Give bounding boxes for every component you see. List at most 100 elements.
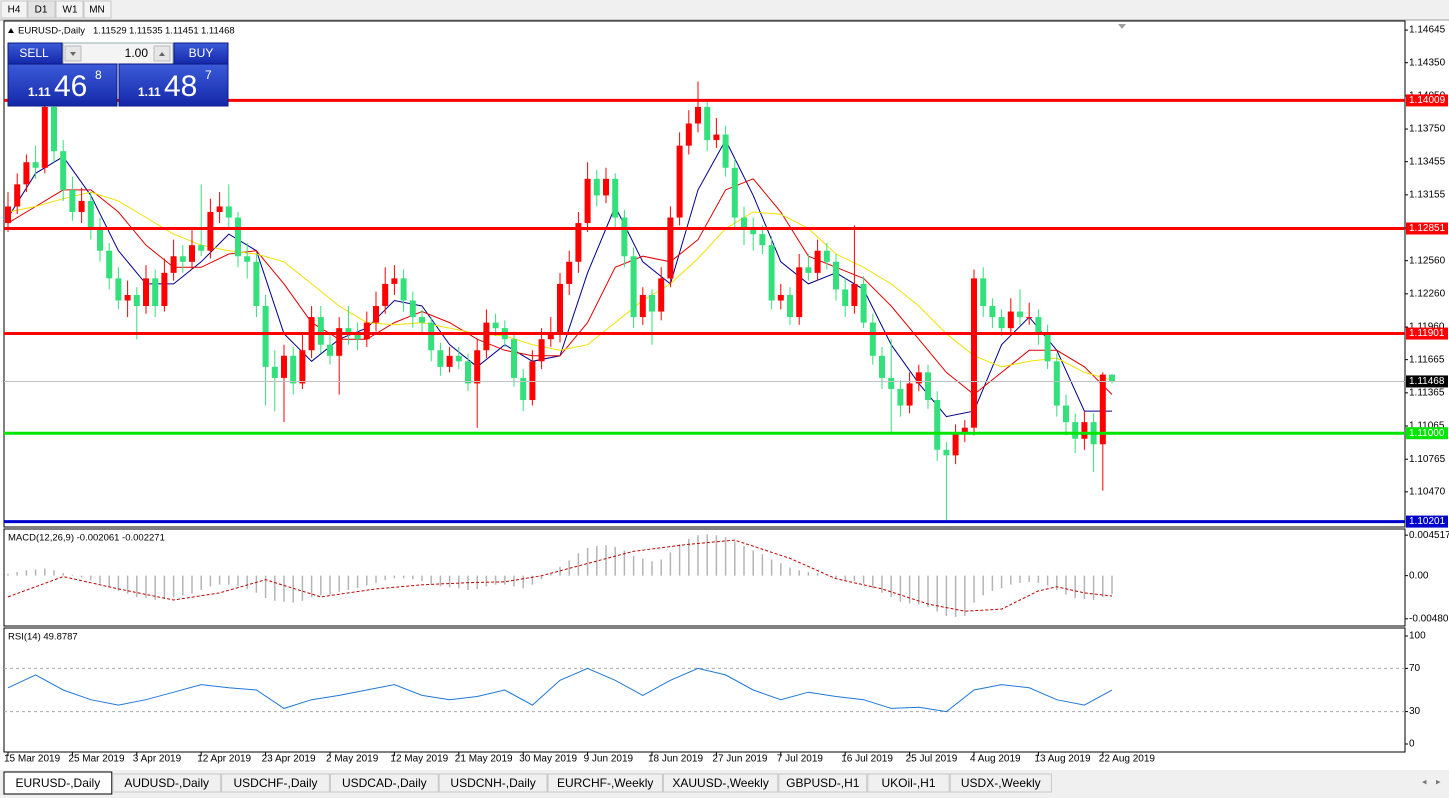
candle-body — [713, 134, 720, 141]
candle-body — [41, 106, 48, 168]
tab-label[interactable]: XAUUSD-,Weekly — [672, 776, 768, 790]
candle-body — [189, 245, 195, 262]
candle-body — [971, 278, 977, 428]
timeframe-buttons: H4 D1 W1 MN — [0, 0, 112, 19]
tab-label[interactable]: GBPUSD-,H1 — [786, 776, 860, 790]
y-tick-label: 0.004517 — [1409, 530, 1449, 541]
y-tick-label: 1.14645 — [1409, 25, 1446, 36]
level-label: 1.11901 — [1409, 328, 1445, 339]
candle-body — [685, 123, 692, 146]
candle-body — [1109, 374, 1115, 382]
lot-field[interactable] — [62, 42, 174, 65]
level-label: 1.14009 — [1409, 95, 1446, 106]
candle-body — [170, 256, 177, 273]
candle-body — [1035, 317, 1042, 334]
candle-body — [391, 278, 398, 284]
x-tick-label: 25 Mar 2019 — [68, 754, 125, 765]
candle-body — [952, 433, 959, 456]
shift-marker — [1118, 24, 1126, 29]
tf-label[interactable]: W1 — [63, 5, 78, 16]
sell-label[interactable]: SELL — [19, 46, 49, 60]
candle-body — [593, 178, 600, 196]
candle-body — [446, 355, 453, 367]
candle-body — [87, 200, 94, 229]
tf-label[interactable]: D1 — [35, 5, 48, 16]
candle-body — [603, 178, 609, 196]
tf-button[interactable] — [0, 0, 28, 19]
tab[interactable] — [329, 773, 439, 793]
tab-label[interactable]: USDX-,Weekly — [961, 776, 1041, 790]
tf-label[interactable]: MN — [89, 5, 105, 16]
tab-label[interactable]: UKOil-,H1 — [881, 776, 935, 790]
panel-title: RSI(14) 49.8787 — [8, 632, 78, 643]
y-tick-label: -0.004806 — [1409, 613, 1449, 624]
rsi-line — [7, 667, 1113, 713]
bid-box[interactable] — [7, 63, 118, 107]
y-tick-label: 1.12560 — [1409, 255, 1446, 266]
ask-prefix: 1.11 — [138, 85, 161, 99]
x-tick-label: 23 Apr 2019 — [262, 754, 316, 765]
candle-body — [649, 294, 655, 312]
candle-body — [704, 106, 711, 141]
candle-body — [741, 217, 747, 229]
candle-body — [520, 377, 527, 401]
candle-body — [235, 217, 241, 257]
tab[interactable] — [3, 771, 113, 795]
x-tick-label: 3 Apr 2019 — [133, 754, 182, 765]
tab[interactable] — [112, 773, 222, 793]
y-tick-label: 1.11960 — [1409, 322, 1445, 333]
candle-body — [998, 317, 1005, 329]
candle-body — [216, 206, 223, 213]
price-panel — [3, 20, 1406, 528]
tf-button[interactable] — [83, 0, 112, 19]
lot-value[interactable]: 1.00 — [125, 46, 149, 60]
scroll-right[interactable]: ▸ — [1436, 776, 1441, 786]
tab-label[interactable]: USDCAD-,Daily — [342, 776, 427, 790]
tab[interactable] — [438, 773, 548, 793]
tf-label[interactable]: H4 — [8, 5, 21, 16]
ask-small: 7 — [205, 68, 212, 82]
tab-label[interactable]: AUDUSD-,Daily — [124, 776, 209, 790]
ohlc-value: 1.11451 — [165, 26, 199, 37]
candle-body — [69, 189, 76, 213]
tab[interactable] — [547, 773, 663, 793]
tf-button[interactable] — [27, 0, 56, 19]
candle-body — [943, 449, 950, 456]
bid-prefix: 1.11 — [28, 85, 51, 99]
candle-body — [1063, 405, 1069, 423]
tab[interactable] — [949, 773, 1052, 793]
macd-panel — [3, 528, 1406, 627]
y-tick-label: 0 — [1409, 739, 1415, 750]
tab[interactable] — [867, 773, 950, 793]
tab[interactable] — [221, 773, 330, 793]
candle-body — [888, 377, 895, 389]
y-tick-label: 1.12260 — [1409, 288, 1446, 299]
x-tick-label: 22 Aug 2019 — [1099, 754, 1156, 765]
candle-body — [639, 294, 646, 318]
candle-body — [143, 278, 149, 307]
tab[interactable] — [662, 773, 779, 793]
candle-body — [115, 278, 122, 301]
tf-button[interactable] — [55, 0, 84, 19]
candle-body — [152, 278, 159, 307]
tab-label[interactable]: EURUSD-,Daily — [16, 776, 101, 790]
candle-body — [731, 167, 738, 218]
tab-label[interactable]: USDCHF-,Daily — [234, 776, 318, 790]
x-tick-label: 21 May 2019 — [455, 754, 513, 765]
candle-body — [1026, 317, 1033, 319]
tab-label[interactable]: EURCHF-,Weekly — [557, 776, 653, 790]
candle-body — [538, 339, 545, 362]
tab[interactable] — [778, 773, 868, 793]
candle-body — [768, 245, 775, 301]
buy-label[interactable]: BUY — [189, 46, 214, 60]
y-tick-label: 70 — [1409, 663, 1421, 674]
chart-layer: 1.146451.143501.140501.137501.134551.131… — [4, 25, 1449, 765]
candle-body — [925, 372, 931, 401]
candle-body — [1007, 311, 1014, 329]
candle-body — [253, 261, 260, 307]
tab-label[interactable]: USDCNH-,Daily — [450, 776, 535, 790]
ask-box[interactable] — [118, 63, 229, 107]
scroll-left[interactable]: ◂ — [1422, 776, 1427, 786]
macd-signal — [7, 539, 1113, 612]
